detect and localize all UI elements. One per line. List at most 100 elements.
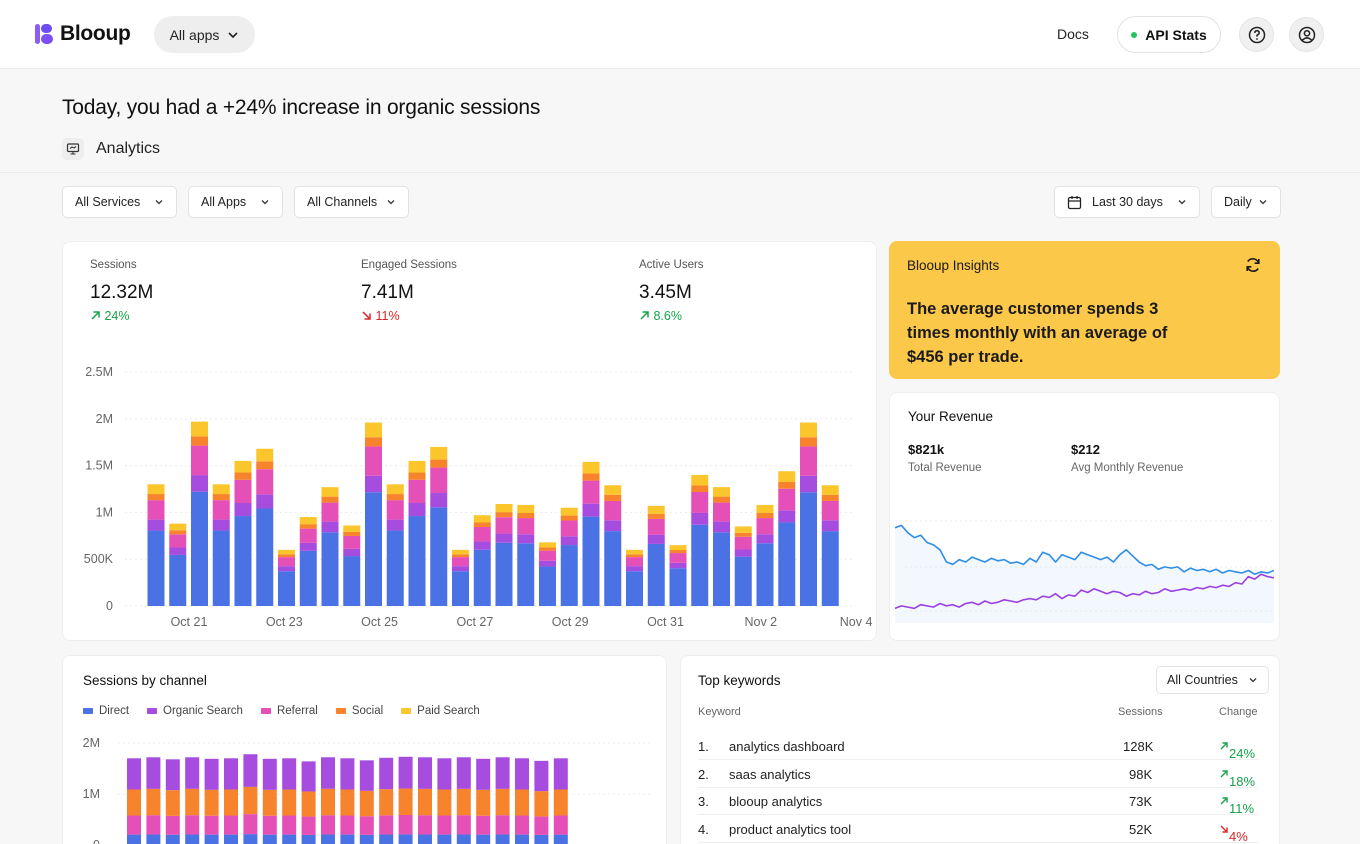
bar-segment (165, 790, 180, 816)
bar-segment (321, 757, 335, 789)
bar-segment (212, 494, 230, 501)
bar-segment (165, 834, 180, 844)
bar-segment (756, 534, 774, 544)
stat-change: 8.6% (639, 309, 682, 323)
help-button[interactable] (1239, 17, 1274, 52)
bar-segment (278, 566, 295, 572)
table-row[interactable]: 3. blooup analytics 73K 11% (698, 787, 1258, 816)
bar-segment (713, 532, 730, 606)
x-tick-label: Oct 21 (171, 615, 208, 629)
row-change-value: 24% (1229, 746, 1256, 761)
bar-segment (473, 522, 491, 528)
bar-segment (301, 816, 316, 835)
bar-segment (452, 566, 469, 572)
bar-segment (299, 550, 317, 606)
bar-segment (282, 758, 297, 790)
bar-segment (517, 518, 535, 535)
bar-segment (800, 446, 817, 476)
channels-filter[interactable]: All Channels (294, 186, 409, 218)
bar-segment (418, 788, 432, 816)
bar-segment (626, 549, 643, 555)
bar-segment (256, 461, 274, 470)
bar-segment (169, 547, 187, 555)
api-stats-label: API Stats (1145, 26, 1207, 43)
bar-segment (340, 758, 355, 790)
bar-segment (185, 834, 200, 844)
services-filter[interactable]: All Services (62, 186, 177, 218)
avg-revenue-label: Avg Monthly Revenue (1071, 462, 1184, 474)
bar-segment (553, 834, 568, 844)
bar-segment (669, 562, 687, 569)
bar-segment (243, 754, 258, 787)
docs-link[interactable]: Docs (1057, 26, 1089, 42)
countries-dropdown[interactable]: All Countries (1156, 666, 1269, 694)
keywords-card: Top keywords All Countries Keyword Sessi… (680, 655, 1280, 844)
bar-segment (669, 568, 687, 606)
bar-segment (278, 571, 295, 606)
apps-filter[interactable]: All Apps (188, 186, 283, 218)
api-stats-button[interactable]: API Stats (1117, 16, 1221, 53)
legend-item-direct: Direct (83, 705, 129, 717)
bar-segment (437, 789, 452, 816)
bar-segment (127, 834, 141, 844)
bar-segment (669, 545, 687, 551)
chevron-down-icon (228, 31, 238, 38)
insights-card: Blooup Insights The average customer spe… (889, 241, 1280, 379)
table-row[interactable]: 1. analytics dashboard 128K 24% (698, 732, 1258, 761)
bar-segment (669, 550, 687, 554)
legend-swatch (260, 708, 271, 714)
bar-segment (398, 834, 413, 844)
user-icon (1298, 26, 1315, 43)
bar-segment (626, 557, 643, 567)
bar-segment (224, 834, 238, 844)
bar-segment (224, 758, 238, 790)
granularity-filter[interactable]: Daily (1211, 186, 1281, 218)
bar-segment (169, 530, 187, 535)
bar-segment (495, 533, 513, 543)
bar-segment (734, 556, 752, 606)
profile-button[interactable] (1289, 17, 1324, 52)
bar-segment (778, 510, 796, 523)
bar-segment (147, 494, 165, 501)
bar-segment (517, 534, 535, 544)
bar-segment (359, 816, 374, 835)
bar-segment (604, 520, 622, 532)
x-tick-label: Oct 27 (456, 615, 493, 629)
avg-revenue-value: $212 (1071, 442, 1100, 457)
bar-segment (437, 815, 452, 835)
bar-segment (185, 788, 200, 816)
bar-segment (553, 815, 568, 835)
x-tick-label: Nov 4 (840, 615, 873, 629)
bar-segment (398, 815, 413, 835)
bar-segment (343, 535, 361, 549)
bar-segment (343, 525, 361, 532)
row-rank: 3. (698, 794, 709, 809)
table-row[interactable]: 2. saas analytics 98K 18% (698, 760, 1258, 789)
x-tick-label: Nov 2 (744, 615, 777, 629)
row-sessions: 98K (1129, 767, 1153, 782)
bar-segment (713, 502, 730, 522)
bar-segment (553, 789, 568, 816)
date-range-label: Last 30 days (1092, 195, 1163, 209)
bar-segment (127, 758, 141, 790)
bar-segment (821, 531, 839, 606)
legend-swatch (335, 708, 346, 714)
table-row[interactable]: 4. product analytics tool 52K 4% (698, 815, 1258, 844)
bar-segment (430, 467, 448, 494)
brand-logo[interactable]: Blooup (34, 22, 131, 46)
bar-segment (146, 834, 161, 844)
row-rank: 1. (698, 739, 709, 754)
bar-segment (408, 479, 426, 503)
bar-segment (691, 512, 709, 525)
date-range-filter[interactable]: Last 30 days (1054, 186, 1200, 218)
bar-segment (340, 834, 355, 844)
bar-segment (456, 834, 471, 844)
row-change: 4% (1219, 822, 1248, 844)
stat-label: Sessions (90, 259, 137, 271)
bar-segment (191, 475, 208, 492)
refresh-icon[interactable] (1244, 256, 1262, 274)
legend-item-paid: Paid Search (401, 705, 480, 717)
bar-segment (282, 834, 297, 844)
all-apps-dropdown[interactable]: All apps (154, 16, 255, 53)
arrow-up-right-icon (1220, 797, 1228, 805)
